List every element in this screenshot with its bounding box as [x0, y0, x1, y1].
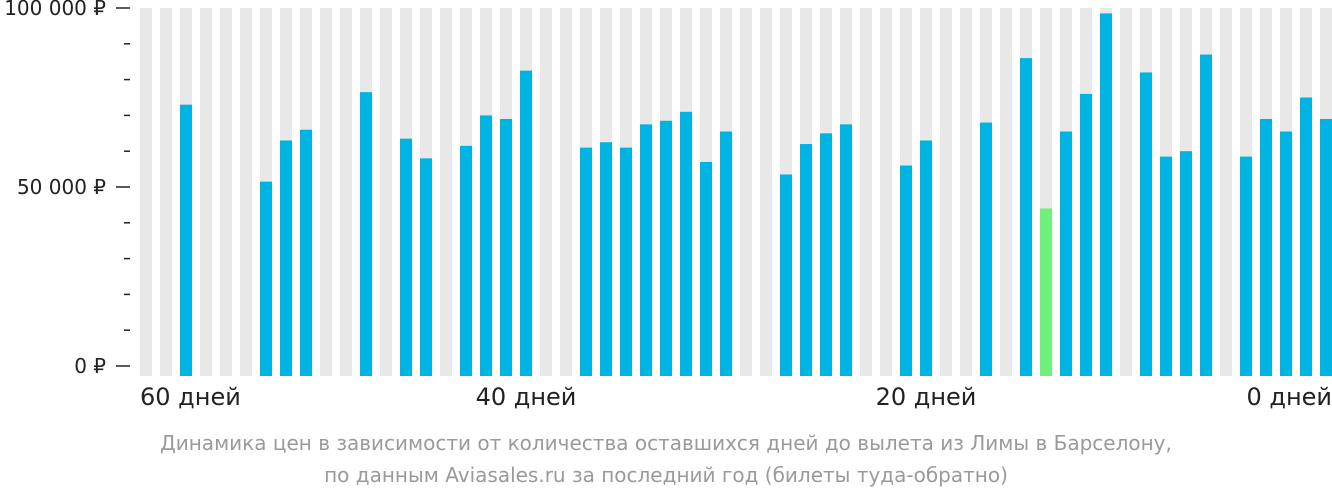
x-tick-label: 40 дней	[476, 383, 577, 411]
price-bar	[400, 138, 412, 376]
price-bar	[800, 144, 812, 376]
price-bar	[260, 181, 272, 376]
price-bar	[1320, 118, 1332, 376]
price-bar	[720, 131, 732, 376]
price-bar	[600, 142, 612, 376]
background-bar	[740, 8, 752, 376]
background-bar	[560, 8, 572, 376]
price-bar	[580, 147, 592, 376]
price-bar	[920, 140, 932, 376]
chart-caption-line-2: по данным Aviasales.ru за последний год …	[324, 463, 1008, 487]
price-bar	[1240, 156, 1252, 376]
price-bar	[500, 118, 512, 376]
price-bar	[360, 92, 372, 376]
background-bar	[1220, 8, 1232, 376]
price-bar	[900, 165, 912, 376]
price-bar	[1100, 13, 1112, 377]
background-bar	[140, 8, 152, 376]
price-bar	[1180, 151, 1192, 376]
price-bar	[280, 140, 292, 376]
background-bar	[760, 8, 772, 376]
price-bar	[300, 129, 312, 376]
price-bar	[480, 115, 492, 377]
price-bar	[1260, 118, 1272, 376]
price-bar	[680, 111, 692, 376]
background-bar	[1120, 8, 1132, 376]
background-bar	[940, 8, 952, 376]
chart-caption-line-1: Динамика цен в зависимости от количества…	[160, 431, 1172, 455]
price-bar	[820, 133, 832, 376]
background-bar	[440, 8, 452, 376]
price-bar	[180, 104, 192, 376]
price-bar	[1300, 97, 1312, 376]
background-bar	[380, 8, 392, 376]
price-bar	[980, 122, 992, 376]
price-bar	[840, 124, 852, 376]
price-bar	[660, 120, 672, 377]
price-bar	[460, 145, 472, 376]
price-bar	[780, 174, 792, 376]
price-bar	[1020, 58, 1032, 377]
price-bar	[640, 124, 652, 376]
y-tick-label: 100 000 ₽	[4, 0, 106, 20]
price-bar	[700, 161, 712, 376]
background-bar	[320, 8, 332, 376]
background-bar	[160, 8, 172, 376]
x-tick-label: 20 дней	[876, 383, 977, 411]
background-bar	[540, 8, 552, 376]
background-bar	[960, 8, 972, 376]
lowest-price-bar	[1040, 208, 1052, 376]
x-tick-label: 60 дней	[140, 383, 241, 411]
background-bar	[200, 8, 212, 376]
background-bar	[1000, 8, 1012, 376]
x-tick-label: 0 дней	[1246, 383, 1332, 411]
background-bar	[220, 8, 232, 376]
background-bar	[340, 8, 352, 376]
y-tick-label: 50 000 ₽	[17, 175, 106, 199]
price-bar	[520, 70, 532, 377]
price-chart: 0 ₽ 50 000 ₽ 100 000 ₽ 60 дней 40 дней 20 дне…	[4, 0, 1332, 411]
price-bar	[1160, 156, 1172, 376]
price-bar	[420, 158, 432, 376]
background-bar	[240, 8, 252, 376]
background-bar	[860, 8, 872, 376]
price-bar	[1280, 131, 1292, 376]
price-bar	[1200, 54, 1212, 376]
price-bar	[1080, 93, 1092, 377]
price-bar	[1060, 131, 1072, 376]
background-bar	[880, 8, 892, 376]
price-bar	[1140, 72, 1152, 376]
y-tick-label: 0 ₽	[74, 354, 106, 378]
price-bar	[620, 147, 632, 376]
